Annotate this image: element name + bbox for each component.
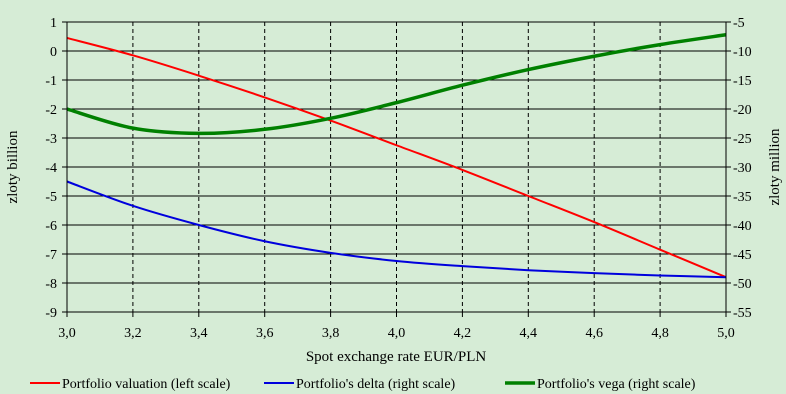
y-right-tick-label: -40 [733,219,752,234]
legend-label: Portfolio's vega (right scale) [537,377,696,392]
y-right-tick-label: -5 [733,16,745,31]
y-left-tick-label: -9 [45,306,57,321]
y-right-tick-label: -50 [733,277,752,292]
x-tick-label: 4,6 [585,326,603,341]
series-layer [66,33,727,279]
x-tick-label: 3,2 [124,326,142,341]
x-tick-label: 4,0 [388,326,406,341]
y-left-tick-label: 1 [50,16,57,31]
y-left-tick-label: -6 [45,219,57,234]
y-right-tick-label: -30 [733,161,752,176]
y-right-tick-label: -45 [733,248,752,263]
grid [67,22,726,312]
legend-label: Portfolio's delta (right scale) [296,377,456,392]
y-left-tick-label: -3 [45,132,57,147]
y-left-tick-label: -7 [45,248,57,263]
x-tick-label: 4,8 [651,326,669,341]
y-right-tick-label: -20 [733,103,752,118]
x-tick-label: 4,2 [454,326,472,341]
y-right-tick-label: -15 [733,74,752,89]
series-portfolio-valuation [66,36,727,279]
y-right-tick-label: -25 [733,132,752,147]
x-tick-label: 3,0 [58,326,76,341]
y-axis-right-title: zloty million [767,128,783,206]
y-left-tick-label: -4 [45,161,57,176]
legend-item-delta: Portfolio's delta (right scale) [264,377,456,392]
y-axis-left: 1 0 -1 -2 -3 -4 -5 -6 -7 -8 -9 [45,16,67,321]
y-axis-right: -5 -10 -15 -20 -25 -30 -35 -40 -45 -50 -55 [726,16,752,321]
x-tick-label: 5,0 [717,326,735,341]
series-portfolio-delta [66,180,727,279]
x-tick-label: 3,8 [322,326,340,341]
y-axis-left-title: zloty billion [5,130,21,203]
legend-label: Portfolio valuation (left scale) [62,377,231,392]
legend-item-valuation: Portfolio valuation (left scale) [30,377,231,392]
y-right-tick-label: -35 [733,190,752,205]
x-axis: 3,0 3,2 3,4 3,6 3,8 4,0 4,2 4,4 4,6 4,8 5,0 [58,312,735,341]
y-left-tick-label: -2 [45,103,57,118]
legend-item-vega: Portfolio's vega (right scale) [505,377,696,392]
series-portfolio-vega [66,33,727,136]
y-left-tick-label: -1 [45,74,57,89]
y-right-tick-label: -10 [733,45,752,60]
x-tick-label: 4,4 [520,326,538,341]
x-tick-label: 3,6 [256,326,274,341]
y-left-tick-label: -8 [45,277,57,292]
y-left-tick-label: 0 [50,45,57,60]
x-tick-label: 3,4 [190,326,208,341]
y-right-tick-label: -55 [733,306,752,321]
legend: Portfolio valuation (left scale) Portfoli… [30,377,696,392]
y-left-tick-label: -5 [45,190,57,205]
x-axis-title: Spot exchange rate EUR/PLN [306,349,487,365]
